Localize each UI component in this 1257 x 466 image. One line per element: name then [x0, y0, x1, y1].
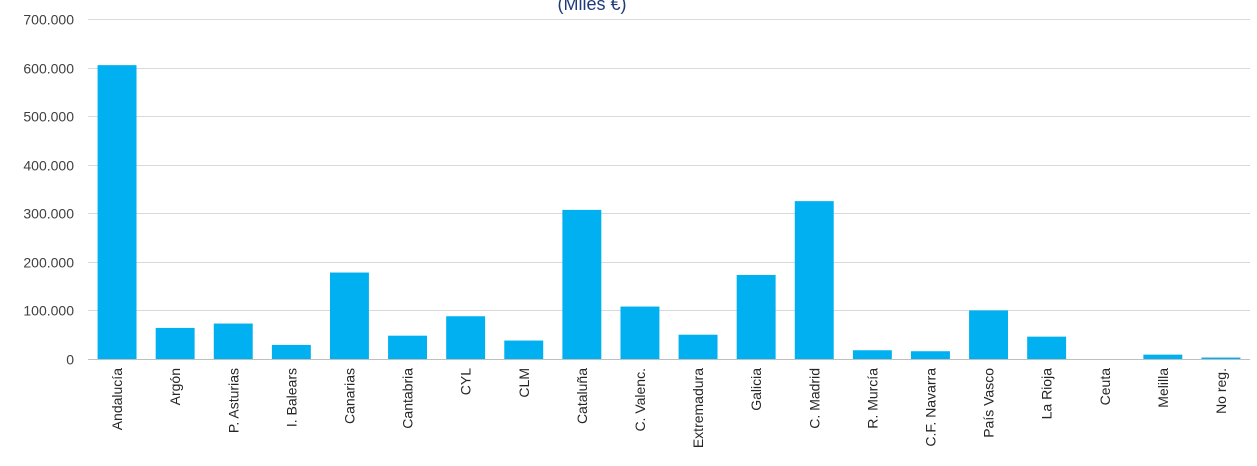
x-category-label: Galicia [748, 368, 764, 411]
x-category-label: Extremadura [690, 368, 706, 448]
bar [504, 340, 544, 359]
x-category-label: C.F. Navarra [922, 368, 938, 447]
y-tick-label: 300.000 [23, 206, 74, 222]
bar [910, 351, 950, 359]
y-tick-label: 400.000 [23, 158, 74, 174]
bar [1143, 354, 1183, 359]
x-category-label: Canarias [341, 368, 357, 424]
bar [562, 209, 602, 359]
bar [97, 65, 137, 360]
bar [852, 350, 892, 359]
x-category-label: C. Madrid [806, 368, 822, 429]
x-category-label: Ceuta [1097, 368, 1113, 406]
y-tick-label: 600.000 [23, 61, 74, 77]
x-category-label: Cataluña [574, 368, 590, 424]
x-category-label: R. Murcía [864, 368, 880, 429]
x-category-label: No reg. [1213, 368, 1229, 414]
bar [213, 323, 253, 359]
gridlines [88, 19, 1250, 311]
x-category-label: La Rioja [1039, 368, 1055, 420]
bar [388, 335, 428, 359]
x-category-label: P. Asturias [225, 368, 241, 433]
bar [155, 327, 195, 359]
x-category-label: Melilla [1155, 368, 1171, 408]
bar [446, 316, 486, 359]
chart-subtitle: (Miles €) [557, 0, 626, 14]
bar [620, 306, 660, 359]
x-category-label: CYL [458, 368, 474, 395]
y-axis-tick-labels: 0 100.000 200.000 300.000 400.000 500.000 600.… [23, 12, 74, 368]
bar [329, 272, 369, 359]
x-category-label: Andalucía [109, 368, 125, 430]
x-axis-category-labels: Andalucía Argón P. Asturias I. Balears Canar… [109, 368, 1229, 448]
x-category-label: País Vasco [981, 368, 997, 438]
bar [1027, 336, 1067, 359]
x-category-label: I. Balears [283, 368, 299, 427]
bar [678, 334, 718, 359]
x-category-label: C. Valenc. [632, 368, 648, 432]
bar [794, 201, 834, 359]
y-tick-label: 700.000 [23, 12, 74, 28]
x-category-label: Argón [167, 368, 183, 405]
bar [736, 274, 776, 359]
y-tick-label: 200.000 [23, 255, 74, 271]
x-category-label: Cantabria [400, 368, 416, 429]
bars [97, 65, 1241, 360]
y-tick-label: 100.000 [23, 303, 74, 319]
bar [1201, 357, 1241, 359]
y-tick-label: 0 [66, 352, 74, 368]
bar [969, 310, 1009, 359]
bar [271, 344, 311, 359]
y-tick-label: 500.000 [23, 109, 74, 125]
x-category-label: CLM [516, 368, 532, 398]
